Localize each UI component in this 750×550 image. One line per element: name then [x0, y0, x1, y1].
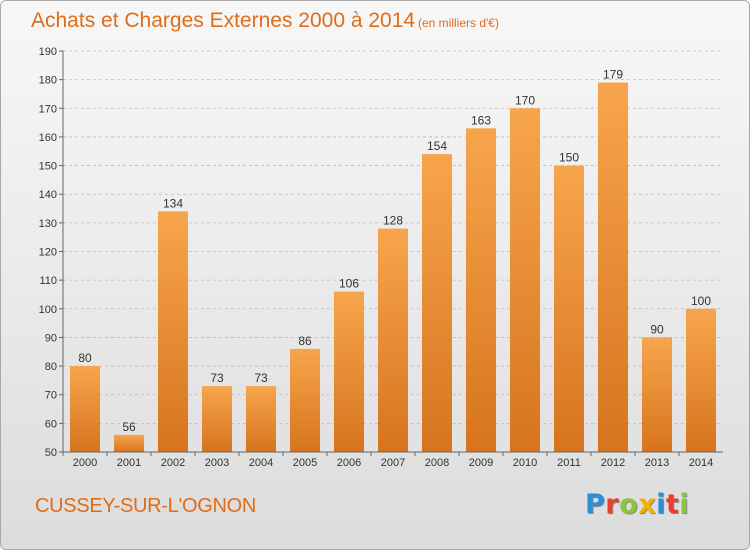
logo-letter: P: [585, 489, 606, 520]
x-tick-label: 2008: [425, 457, 449, 469]
y-tick-label: 150: [39, 161, 57, 173]
bar-2013: [642, 337, 672, 452]
x-tick-label: 2003: [205, 457, 229, 469]
bar-2002: [158, 211, 188, 452]
x-tick-label: 2004: [249, 457, 273, 469]
data-label-2005: 86: [298, 334, 312, 348]
bar-2010: [510, 108, 540, 453]
y-tick-label: 50: [45, 447, 57, 459]
y-tick-label: 110: [39, 275, 57, 287]
data-label-2003: 73: [210, 371, 224, 385]
logo-letter: x: [638, 489, 657, 520]
x-tick-label: 2006: [337, 457, 361, 469]
city-name: CUSSEY-SUR-L'OGNON: [35, 495, 257, 517]
bar-2007: [378, 228, 408, 452]
bar-2009: [466, 128, 496, 452]
x-tick-label: 2010: [513, 457, 537, 469]
x-tick-label: 2014: [689, 457, 713, 469]
data-label-2006: 106: [339, 277, 359, 291]
y-tick-label: 190: [39, 46, 57, 58]
data-label-2002: 134: [163, 196, 183, 210]
x-tick-label: 2001: [117, 457, 141, 469]
y-tick-label: 70: [45, 390, 57, 402]
data-label-2011: 150: [559, 151, 579, 165]
bars: [70, 82, 716, 453]
x-tick-label: 2009: [469, 457, 493, 469]
y-tick-label: 60: [45, 418, 57, 430]
x-tick-label: 2011: [557, 457, 581, 469]
chart-subtitle: (en milliers d'€): [418, 16, 499, 30]
y-axis-ticks: 50 60 70 80 90 100 110 120 130 140 150 160 170 180 190: [39, 46, 63, 459]
bar-2000: [70, 366, 100, 452]
y-tick-label: 170: [39, 103, 57, 115]
bar-2006: [334, 291, 364, 452]
data-label-2012: 179: [603, 68, 623, 82]
logo-letter: i: [656, 489, 666, 520]
x-tick-label: 2007: [381, 457, 405, 469]
bar-2014: [686, 308, 716, 452]
x-axis-ticks: 2000 2001 2002 2003 2004 2005 2006 2007 2008 2009…: [62, 452, 713, 469]
data-label-2009: 163: [471, 113, 491, 127]
data-label-2001: 56: [122, 420, 136, 434]
data-label-2004: 73: [254, 371, 268, 385]
data-label-2008: 154: [427, 139, 447, 153]
y-tick-label: 100: [39, 304, 57, 316]
data-label-2010: 170: [515, 93, 535, 107]
bar-2001: [114, 434, 144, 452]
data-label-2014: 100: [691, 294, 711, 308]
data-label-2000: 80: [78, 351, 92, 365]
chart-title: Achats et Charges Externes 2000 à 2014: [31, 9, 416, 32]
proxiti-logo: Proxiti: [585, 489, 689, 520]
y-tick-label: 180: [39, 75, 57, 87]
logo-letter: r: [605, 489, 620, 520]
y-tick-label: 160: [39, 132, 57, 144]
x-tick-label: 2013: [645, 457, 669, 469]
logo-letter: t: [665, 489, 680, 520]
y-tick-label: 130: [39, 218, 57, 230]
data-label-2013: 90: [650, 322, 664, 336]
bar-2005: [290, 348, 320, 452]
y-tick-label: 120: [39, 247, 57, 259]
bar-2012: [598, 82, 628, 452]
logo-letter: i: [679, 489, 690, 520]
data-labels: 80 56 134 73 73 86 106 128 154 163 170 150 179 90 100: [78, 68, 711, 434]
x-tick-label: 2000: [73, 457, 97, 469]
bar-2004: [246, 386, 276, 452]
bar-2011: [554, 165, 584, 453]
bar-2003: [202, 386, 232, 452]
y-tick-label: 90: [45, 332, 57, 344]
y-tick-label: 140: [39, 189, 57, 201]
data-label-2007: 128: [383, 214, 403, 228]
y-tick-label: 80: [45, 361, 57, 373]
x-tick-label: 2012: [601, 457, 625, 469]
logo-letter: o: [619, 489, 639, 520]
bar-2008: [422, 154, 452, 452]
x-tick-label: 2005: [293, 457, 317, 469]
x-tick-label: 2002: [161, 457, 185, 469]
